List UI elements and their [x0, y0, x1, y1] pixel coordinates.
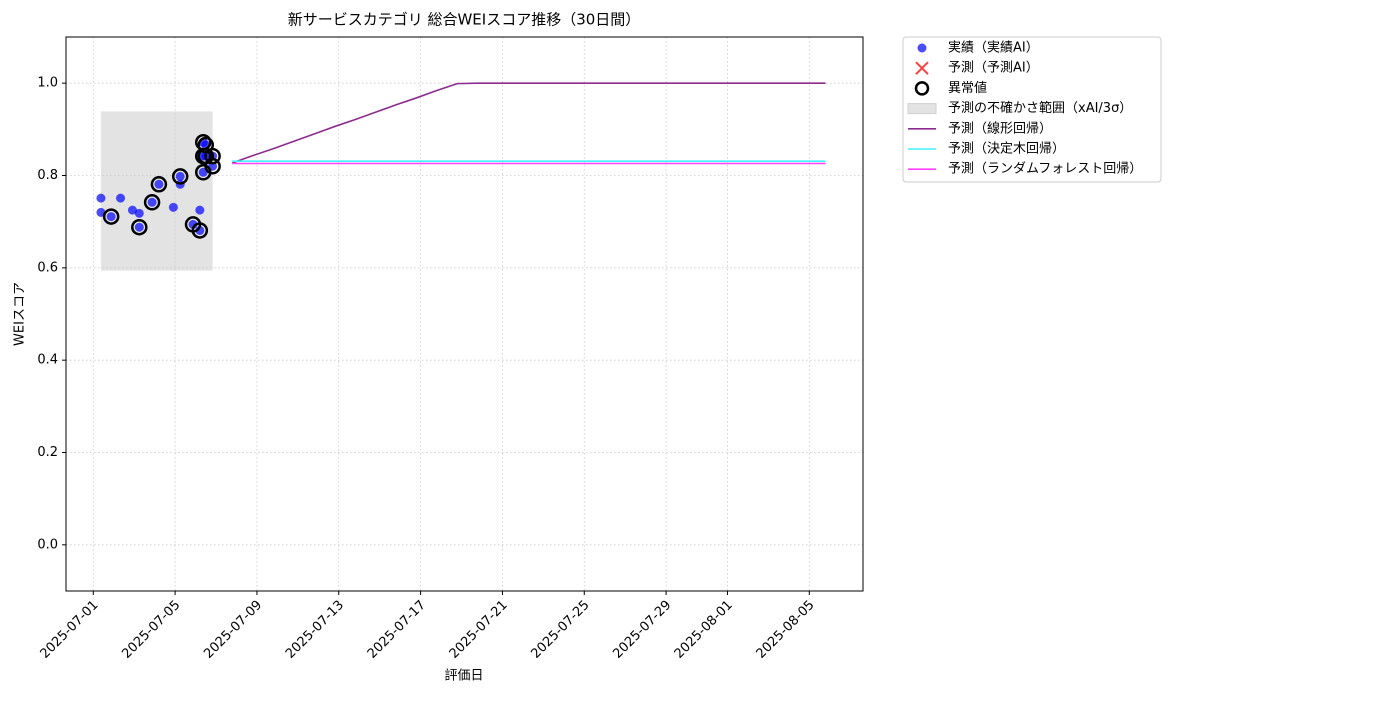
- anomaly-ring: [204, 158, 221, 175]
- legend-item: 異常値: [914, 80, 987, 96]
- actual-point: [134, 208, 144, 218]
- legend-frame: [902, 36, 1162, 183]
- anomaly-ring: [131, 218, 148, 236]
- legend-item: 予測（線形回帰）: [908, 120, 1052, 136]
- y-tick-label: 0.4: [37, 353, 58, 368]
- x-tick-label: 2025-07-17: [365, 598, 429, 662]
- y-tick-label: 0.0: [37, 537, 58, 552]
- legend-marker: [915, 61, 929, 75]
- forecast-line: [231, 82, 826, 164]
- legend-marker: [914, 81, 930, 96]
- legend-label: 予測（予測AI）: [948, 61, 1039, 76]
- legend-label: 予測（ランダムフォレスト回帰）: [948, 161, 1142, 177]
- y-tick-label: 0.6: [37, 260, 58, 275]
- anomaly-ring: [150, 176, 168, 193]
- legend-label: 予測（線形回帰）: [948, 120, 1052, 136]
- x-tick-label: 2025-07-29: [610, 598, 674, 662]
- legend-item: 予測（決定木回帰）: [908, 141, 1065, 157]
- actual-point: [127, 205, 137, 215]
- x-tick-label: 2025-08-01: [672, 598, 736, 662]
- actual-point: [116, 193, 126, 203]
- x-axis-label: 評価日: [444, 669, 483, 684]
- x-tick-label: 2025-07-09: [201, 598, 265, 662]
- actual-point: [168, 202, 178, 212]
- legend-item: 予測の不確かさ範囲（xAI/3σ）: [907, 100, 1132, 116]
- anomaly-ring: [171, 168, 189, 185]
- anomaly-ring: [102, 208, 120, 225]
- x-tick-label: 2025-08-05: [754, 598, 818, 662]
- anomaly-ring: [191, 222, 209, 239]
- legend-marker: [917, 43, 927, 53]
- y-tick-label: 1.0: [37, 76, 58, 91]
- actual-point: [147, 197, 157, 207]
- x-tick-label: 2025-07-25: [529, 598, 593, 662]
- legend-label: 異常値: [948, 80, 987, 96]
- x-tick-label: 2025-07-13: [283, 598, 347, 662]
- plot-frame: [65, 36, 864, 592]
- actual-point: [195, 205, 205, 215]
- legend-item: 実績（実績AI）: [917, 40, 1039, 56]
- y-tick-label: 0.2: [37, 445, 58, 460]
- y-axis-label: WEIスコア: [13, 282, 28, 346]
- legend-marker: [907, 103, 937, 115]
- x-tick-label: 2025-07-05: [119, 598, 183, 662]
- anomaly-ring: [143, 194, 161, 211]
- legend-label: 実績（実績AI）: [948, 40, 1039, 56]
- actual-point: [96, 193, 106, 203]
- legend-label: 予測（決定木回帰）: [948, 141, 1065, 157]
- legend-label: 予測の不確かさ範囲（xAI/3σ）: [948, 100, 1132, 116]
- legend-item: 予測（ランダムフォレスト回帰）: [908, 161, 1142, 177]
- chart-title: 新サービスカテゴリ 総合WEIスコア推移（30日間）: [288, 11, 641, 29]
- legend-item: 予測（予測AI）: [915, 61, 1039, 76]
- x-tick-label: 2025-07-21: [447, 598, 511, 662]
- actual-point: [106, 212, 116, 222]
- actual-point: [175, 171, 185, 181]
- actual-point: [154, 179, 164, 189]
- y-tick-label: 0.8: [37, 168, 58, 183]
- x-tick-label: 2025-07-01: [38, 598, 102, 662]
- anomaly-ring: [204, 147, 221, 165]
- actual-point: [134, 222, 144, 232]
